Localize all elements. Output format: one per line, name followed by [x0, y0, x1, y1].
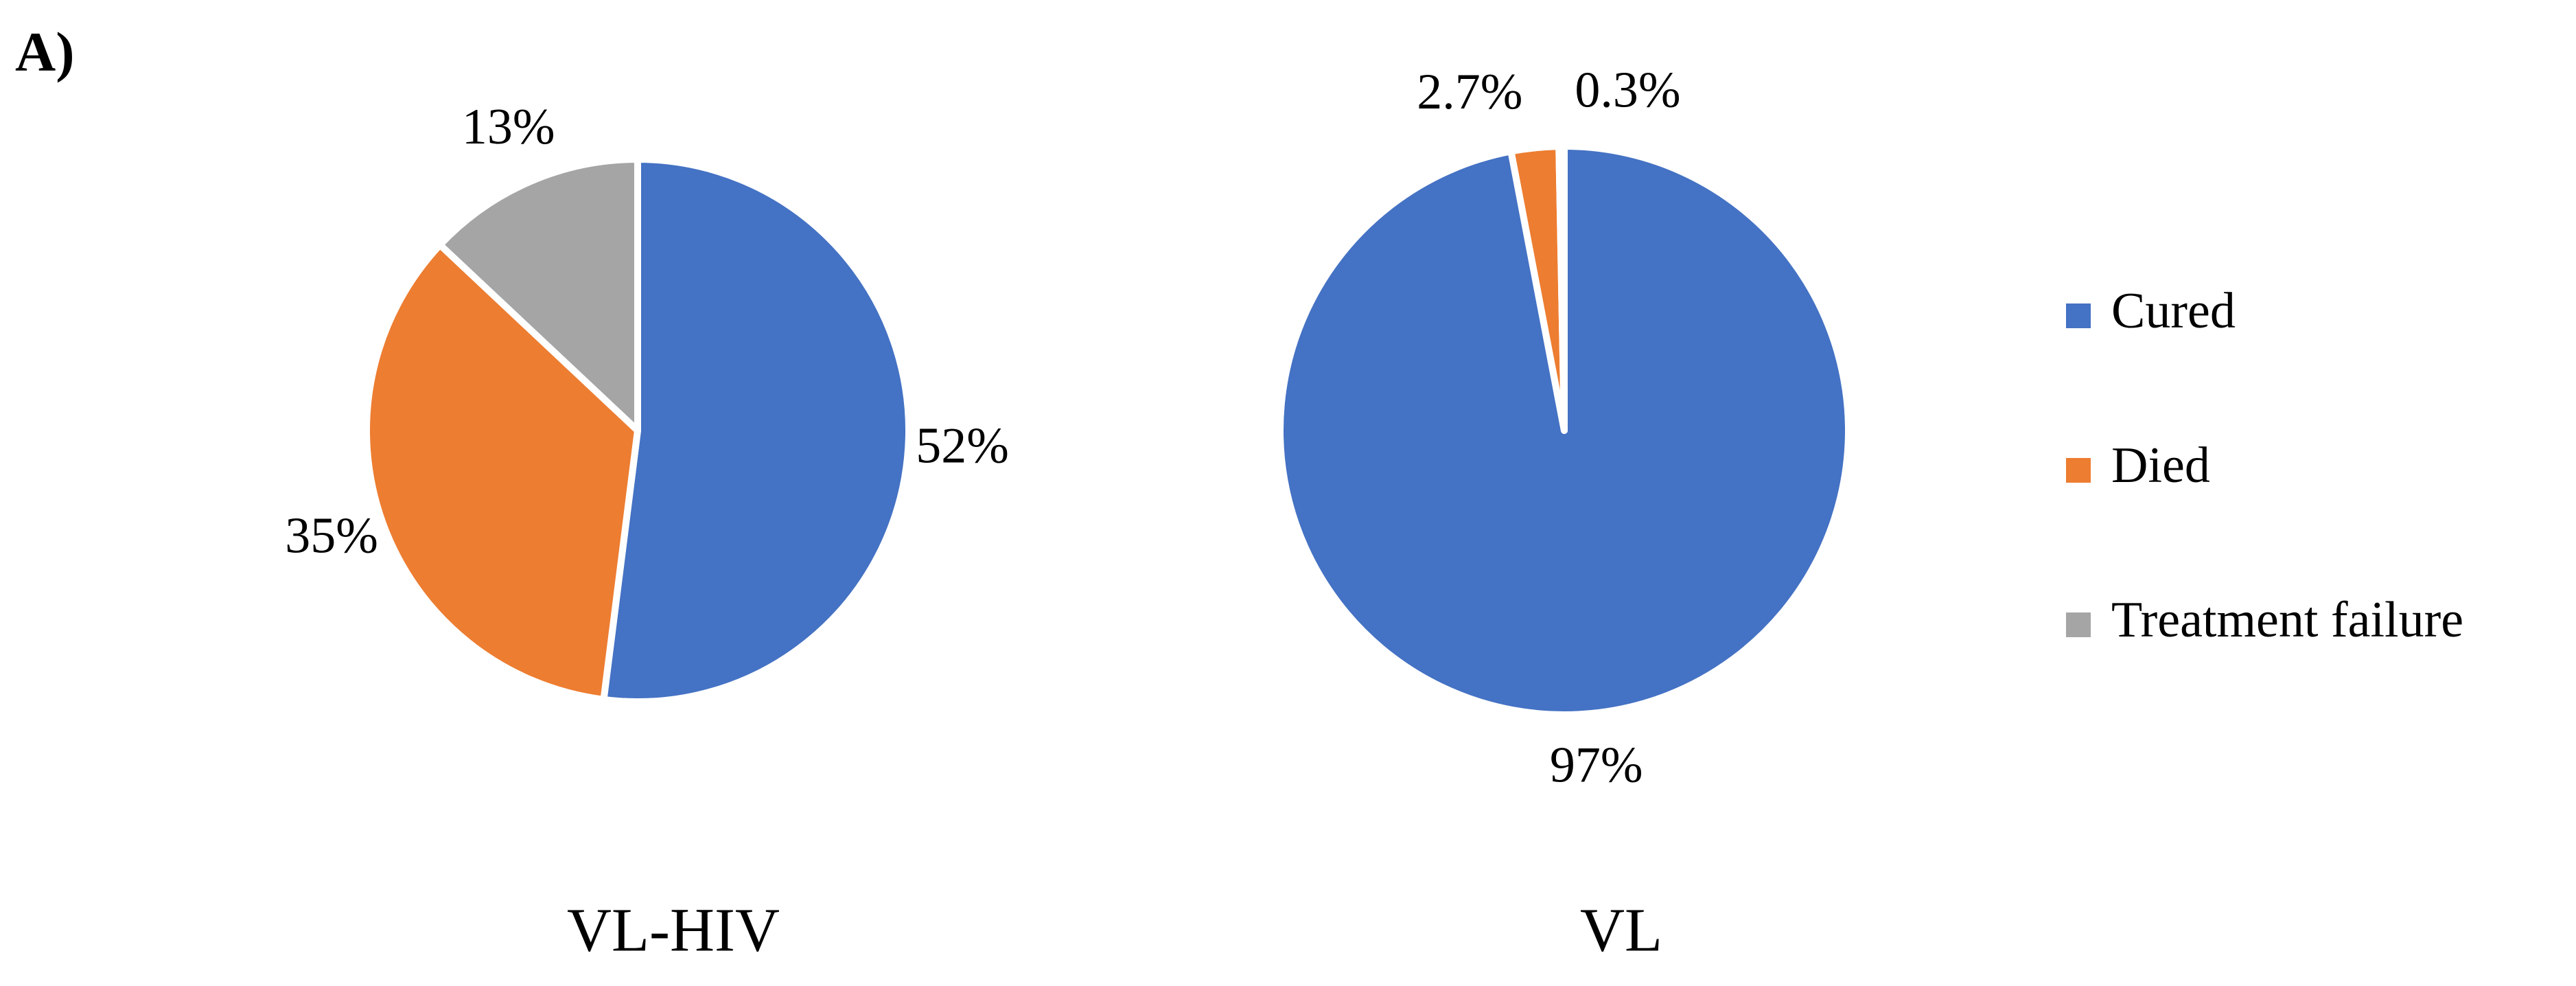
data-label: 97%: [1550, 737, 1643, 794]
pie-slice: [600, 156, 912, 705]
pie-slice: [437, 156, 641, 434]
data-label: 2.7%: [1417, 64, 1522, 120]
panel-label: A): [15, 21, 75, 83]
chart-title: VL: [1580, 897, 1662, 965]
legend-swatch: [2066, 303, 2091, 328]
chart-title: VL-HIV: [567, 897, 780, 965]
data-label: 0.3%: [1575, 62, 1680, 118]
legend-swatch: [2066, 458, 2091, 483]
data-label: 13%: [462, 99, 555, 155]
legend-label: Died: [2111, 437, 2210, 494]
legend-label: Cured: [2111, 283, 2236, 339]
data-label: 35%: [285, 508, 378, 564]
data-label: 52%: [916, 418, 1009, 474]
pie-slice: [1555, 143, 1568, 434]
legend-swatch: [2066, 612, 2091, 637]
legend-label: Treatment failure: [2111, 592, 2463, 648]
pie-slice: [363, 241, 641, 703]
